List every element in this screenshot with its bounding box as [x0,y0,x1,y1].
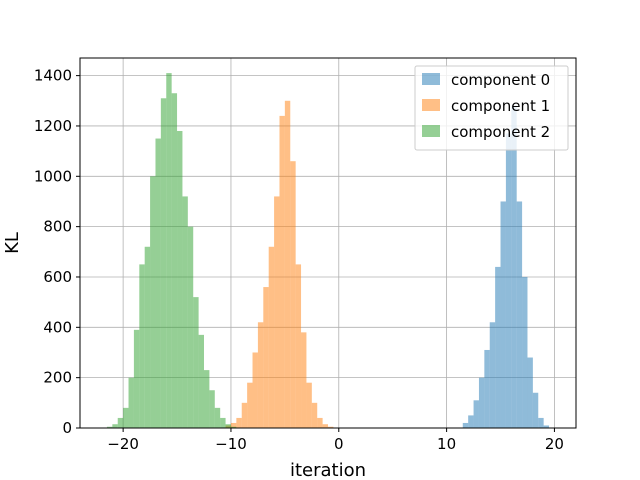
histogram-bar-component-0 [543,425,550,428]
plot-frame [79,57,577,429]
histogram-bar-component-1 [328,426,334,428]
histogram-bar-component-1 [301,332,307,428]
histogram-bar-component-2 [112,424,118,428]
histogram-bar-component-2 [182,196,188,428]
histogram-bar-component-0 [511,105,517,429]
histogram-bars [106,73,550,429]
y-tick-label: 200 [43,369,72,387]
histogram-bar-component-2 [139,264,145,428]
x-tick-label: 20 [545,435,564,453]
y-axis-label: KL [2,232,23,254]
histogram-bar-component-2 [160,98,167,429]
histogram-bar-component-2 [150,176,156,428]
y-tick-label: 800 [43,218,72,236]
histogram-bar-component-2 [198,334,204,428]
y-tick-label: 0 [62,419,72,437]
histogram-bar-component-2 [214,407,221,428]
histogram-bar-component-1 [247,382,253,428]
x-tick-label: 10 [437,435,456,453]
histogram-bar-component-0 [522,276,528,428]
x-tick-label: −10 [215,435,247,453]
legend-swatch [422,125,440,137]
histogram-bar-component-1 [268,246,275,428]
histogram-bar-component-2 [209,390,215,428]
histogram-bar-component-1 [290,161,296,429]
histogram-bar-component-2 [128,377,134,428]
histogram-bar-component-2 [144,246,151,428]
histogram-bar-component-1 [263,287,269,428]
histogram-bar-component-0 [462,422,469,428]
histogram-bar-component-2 [123,407,129,428]
histogram-bar-component-2 [193,297,199,428]
histogram-bar-component-2 [133,329,140,428]
histogram-bar-component-0 [473,400,479,428]
histogram-bar-component-2 [171,93,178,428]
histogram-bar-component-2 [187,226,194,428]
x-tick-label: −20 [107,435,139,453]
histogram-bar-component-2 [177,130,183,428]
histogram-bar-component-1 [322,424,328,428]
histogram-bar-component-0 [495,266,501,428]
histogram-bar-component-1 [252,352,258,428]
histogram-bar-component-0 [505,133,512,429]
histogram-bar-component-2 [166,73,172,428]
histogram-bar-component-1 [306,382,312,428]
histogram-bar-component-0 [478,377,485,428]
histogram-bar-component-2 [117,417,124,428]
histogram-bar-component-1 [317,417,323,428]
x-tick-label: 0 [334,435,344,453]
histogram-bar-component-1 [311,402,318,428]
histogram-bar-component-2 [204,370,210,428]
histogram-bar-component-1 [257,322,264,428]
histogram-bar-component-2 [220,417,226,428]
histogram-bar-component-0 [516,201,523,428]
histogram-bar-component-0 [527,357,533,428]
x-axis-ticks: −20 −10 0 10 20 [107,428,564,453]
histogram-bar-component-0 [500,201,506,428]
histogram-bar-component-0 [468,415,474,428]
histogram-bar-component-2 [155,138,161,428]
y-axis-ticks: 0 200 400 600 800 1000 1200 1400 [34,67,80,437]
histogram-bar-component-0 [532,392,539,428]
histogram-bar-component-1 [241,402,248,428]
legend-label: component 1 [451,97,550,115]
histogram-bar-component-1 [230,422,237,428]
histogram-bar-component-0 [489,322,496,428]
legend: component 0 component 1 component 2 [414,65,569,151]
histogram-bar-component-2 [225,424,231,428]
histogram-bar-component-1 [284,100,291,428]
histogram-bar-component-1 [274,196,280,428]
legend-swatch [422,99,440,111]
y-tick-label: 1200 [34,117,72,135]
histogram-bar-component-2 [230,426,237,428]
histogram-bar-component-0 [484,349,490,428]
histogram-bar-component-1 [279,115,285,428]
legend-label: component 0 [451,71,550,89]
histogram-bar-component-0 [538,417,544,428]
histogram-bar-component-1 [295,264,302,428]
y-tick-label: 400 [43,318,72,336]
histogram-bar-component-2 [106,426,113,428]
y-tick-label: 1400 [34,67,72,85]
histogram-bar-component-1 [236,417,242,428]
x-axis-label: iteration [290,460,366,480]
y-tick-label: 600 [43,268,72,286]
legend-label: component 2 [451,123,550,141]
y-tick-label: 1000 [34,167,72,185]
legend-frame [414,65,569,151]
legend-swatch [422,73,440,85]
